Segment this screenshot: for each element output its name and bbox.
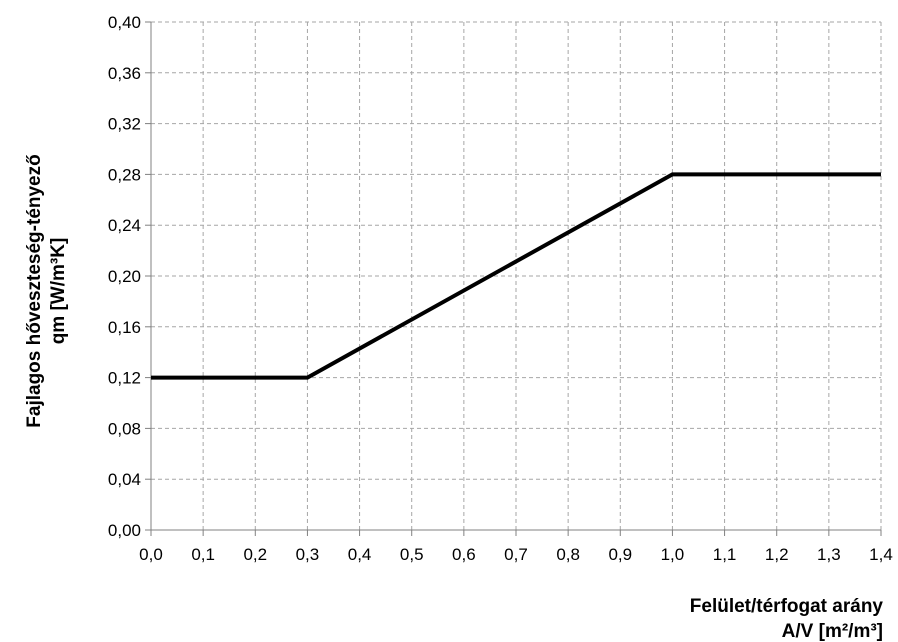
y-axis-title-line2: qm [W/m³K] xyxy=(48,238,69,345)
x-tick-label: 1,0 xyxy=(661,545,685,564)
x-tick-label: 0,1 xyxy=(191,545,215,564)
x-tick-label: 0,5 xyxy=(400,545,424,564)
y-axis-title-line1: Fajlagos hőveszteség-tényező xyxy=(24,154,45,427)
y-tick-label: 0,24 xyxy=(108,216,141,235)
x-tick-label: 1,3 xyxy=(817,545,841,564)
x-tick-label: 0,9 xyxy=(608,545,632,564)
x-tick-label: 0,6 xyxy=(452,545,476,564)
x-tick-label: 1,2 xyxy=(765,545,789,564)
x-axis-title-line1: Felület/térfogat arány xyxy=(690,596,884,617)
x-tick-labels: 0,0 0,1 0,2 0,3 0,4 0,5 0,6 0,7 0,8 0,9 1,0 1,1 1,2 1… xyxy=(139,545,893,564)
series-line xyxy=(151,172,881,380)
axes xyxy=(145,21,882,536)
y-tick-labels: 0,00 0,04 0,08 0,12 0,16 0,20 0,24 0,28 0,32 0,36… xyxy=(108,13,141,540)
y-tick-label: 0,00 xyxy=(108,521,141,540)
y-tick-label: 0,28 xyxy=(108,165,141,184)
y-tick-label: 0,20 xyxy=(108,267,141,286)
x-tick-label: 0,3 xyxy=(296,545,320,564)
y-tick-label: 0,36 xyxy=(108,64,141,83)
x-axis-title-line2: A/V [m²/m³] xyxy=(782,621,883,642)
y-tick-label: 0,08 xyxy=(108,419,141,438)
grid xyxy=(151,21,882,530)
y-tick-label: 0,32 xyxy=(108,115,141,134)
x-tick-label: 1,4 xyxy=(869,545,893,564)
y-tick-label: 0,40 xyxy=(108,13,141,32)
y-tick-label: 0,12 xyxy=(108,369,141,388)
x-tick-label: 0,4 xyxy=(348,545,372,564)
y-tick-label: 0,04 xyxy=(108,470,141,489)
x-tick-label: 0,0 xyxy=(139,545,163,564)
y-tick-label: 0,16 xyxy=(108,318,141,337)
x-tick-label: 0,8 xyxy=(556,545,580,564)
x-tick-label: 1,1 xyxy=(713,545,737,564)
x-tick-label: 0,2 xyxy=(243,545,267,564)
series xyxy=(151,172,881,380)
x-tick-label: 0,7 xyxy=(504,545,528,564)
